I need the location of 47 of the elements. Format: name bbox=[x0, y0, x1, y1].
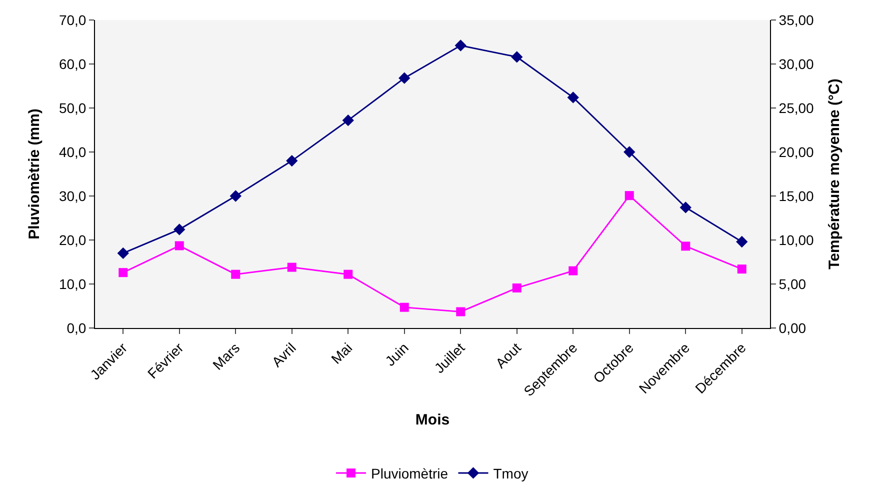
point bbox=[681, 242, 690, 251]
point bbox=[174, 241, 184, 250]
point bbox=[118, 268, 128, 278]
point bbox=[512, 283, 522, 292]
point bbox=[398, 72, 410, 84]
point bbox=[230, 190, 242, 202]
point bbox=[287, 262, 296, 272]
y2-axis-title: Température moyenne (°C) bbox=[826, 78, 844, 270]
y2-tick-label: 10,00 bbox=[778, 232, 814, 248]
point bbox=[231, 270, 240, 279]
point bbox=[624, 191, 634, 200]
y-tick-label: 10,0 bbox=[58, 276, 86, 292]
y2-tick-label: 30,00 bbox=[778, 56, 814, 72]
point bbox=[736, 236, 748, 248]
x-axis-title: Mois bbox=[415, 411, 450, 428]
point bbox=[342, 114, 354, 126]
y-axis-title: Pluviomètrie (mm) bbox=[26, 108, 44, 240]
point bbox=[344, 270, 353, 279]
y-tick-label: 0,0 bbox=[66, 320, 86, 336]
point bbox=[624, 146, 636, 158]
y2-tick-label: 15,00 bbox=[778, 188, 814, 204]
point bbox=[680, 202, 692, 214]
x-tick-label: Mai bbox=[328, 340, 356, 367]
point bbox=[117, 247, 129, 260]
legend-label: Tmoy bbox=[493, 465, 528, 482]
y-tick-label: 50,0 bbox=[58, 100, 86, 116]
point bbox=[456, 307, 466, 316]
point bbox=[174, 224, 186, 236]
point bbox=[400, 302, 409, 312]
point bbox=[567, 92, 579, 104]
y2-tick-label: 25,00 bbox=[778, 100, 814, 116]
y2-tick-label: 20,00 bbox=[778, 144, 814, 160]
y-tick-label: 20,0 bbox=[58, 232, 86, 248]
point bbox=[568, 266, 578, 276]
y-tick-label: 70,0 bbox=[58, 12, 86, 28]
x-tick-label: Juin bbox=[382, 340, 412, 370]
point bbox=[511, 51, 523, 63]
y-tick-label: 60,0 bbox=[58, 56, 86, 72]
y-tick-label: 30,0 bbox=[58, 188, 86, 204]
point bbox=[737, 264, 746, 274]
point bbox=[454, 40, 466, 52]
y2-tick-label: 35,00 bbox=[778, 12, 814, 28]
y-tick-label: 40,0 bbox=[58, 144, 86, 160]
y2-tick-label: 5,00 bbox=[778, 276, 806, 292]
point bbox=[286, 154, 298, 167]
y2-tick-label: 0,00 bbox=[778, 320, 806, 336]
legend-label: Pluviomètrie bbox=[371, 465, 448, 482]
